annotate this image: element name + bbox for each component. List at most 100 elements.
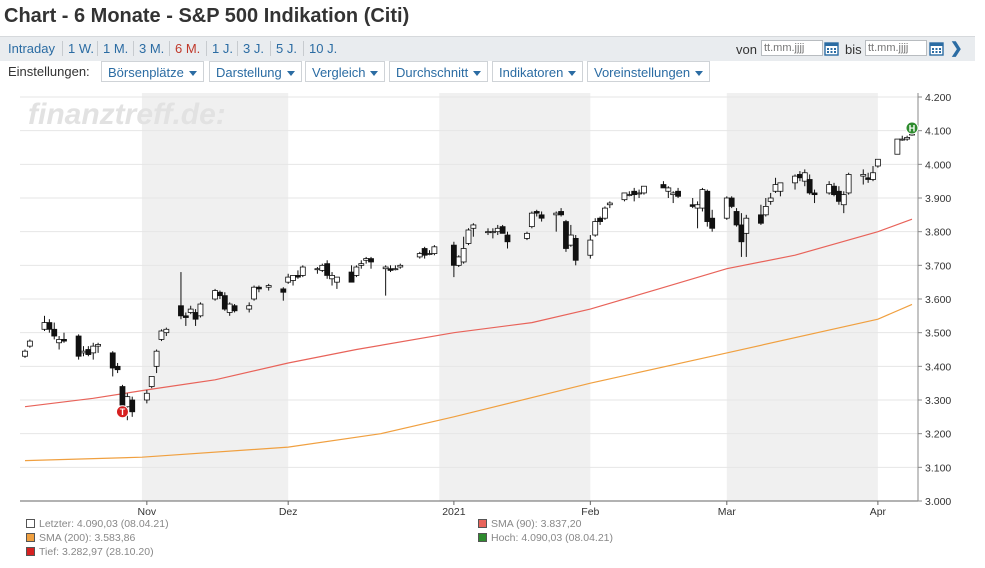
- candle-body: [621, 192, 628, 201]
- candle-body: [870, 172, 876, 180]
- time-range-bar: Intraday 1 W. 1 M. 3 M. 6 M. 1 J. 3 J. 5…: [0, 36, 975, 62]
- candle-body: [762, 206, 769, 216]
- menu-darstellung[interactable]: Darstellung: [209, 61, 302, 82]
- x-tick-label: Feb: [581, 506, 599, 518]
- candle-body: [75, 335, 82, 357]
- candle-body: [528, 212, 535, 228]
- range-1m-button[interactable]: 1 M.: [97, 41, 128, 56]
- legend-swatch: [26, 518, 35, 528]
- candle-body: [329, 275, 335, 280]
- legend-sma90: SMA (90): 3.837,20: [478, 518, 581, 530]
- candle-body: [358, 263, 365, 266]
- caret-down-icon: [188, 71, 197, 77]
- legend-text: Tief: 3.282,97 (28.10.20): [39, 546, 154, 558]
- candle-body: [636, 192, 642, 195]
- candle-body: [46, 322, 53, 330]
- candle-body: [421, 248, 428, 256]
- caret-down-icon: [370, 71, 379, 77]
- candle-body: [114, 365, 121, 371]
- candle-body: [41, 322, 48, 330]
- price-chart[interactable]: finanztreff.de: Nov Dez 2021 Feb Mar Apr 3.00…: [0, 88, 975, 518]
- range-3j-button[interactable]: 3 J.: [237, 41, 264, 56]
- page-title: Chart - 6 Monate - S&P 500 Indikation (C…: [4, 5, 410, 27]
- legend-swatch: [478, 532, 487, 542]
- y-tick-label: 3.500: [925, 328, 951, 340]
- legend-high: Hoch: 4.090,03 (08.04.21): [478, 532, 613, 544]
- range-1j-button[interactable]: 1 J.: [206, 41, 233, 56]
- range-3m-button[interactable]: 3 M.: [133, 41, 164, 56]
- candle-body: [231, 305, 238, 312]
- candle-body: [392, 268, 399, 271]
- candle-body: [572, 237, 579, 261]
- candle-body: [158, 330, 165, 340]
- low-marker: [115, 405, 129, 419]
- candle-body: [777, 182, 784, 192]
- range-intraday-button[interactable]: Intraday: [8, 41, 55, 56]
- settings-bar: Einstellungen: Börsenplätze Darstellung …: [0, 61, 975, 83]
- candle-body: [504, 234, 511, 243]
- menu-durchschnitt[interactable]: Durchschnitt: [389, 61, 489, 82]
- range-10j-button[interactable]: 10 J.: [303, 41, 337, 56]
- menu-label: Darstellung: [216, 65, 282, 80]
- date-to-input[interactable]: [865, 40, 927, 56]
- candle-body: [285, 276, 292, 283]
- chevron-right-icon[interactable]: ❯: [950, 40, 963, 57]
- y-tick-label: 3.200: [925, 429, 951, 441]
- menu-vergleich[interactable]: Vergleich: [305, 61, 386, 82]
- candle-body: [567, 234, 574, 246]
- month-band: [439, 93, 591, 501]
- candle-body: [675, 190, 681, 197]
- high-marker-label: H: [909, 124, 916, 134]
- range-5j-button[interactable]: 5 J.: [270, 41, 297, 56]
- menu-voreinstellungen[interactable]: Voreinstellungen: [587, 61, 711, 82]
- candle-body: [51, 328, 58, 337]
- legend-text: Hoch: 4.090,03 (08.04.21): [491, 532, 614, 544]
- candle-body: [119, 386, 126, 406]
- y-tick-label: 4.200: [925, 92, 951, 104]
- candle-body: [431, 246, 438, 254]
- candle-body: [163, 328, 170, 334]
- menu-boersenplaetze[interactable]: Börsenplätze: [101, 61, 204, 82]
- range-6m-button[interactable]: 6 M.: [169, 41, 200, 56]
- menu-label: Voreinstellungen: [594, 65, 691, 80]
- calendar-icon[interactable]: [824, 41, 839, 56]
- candle-body: [265, 285, 272, 288]
- candle-body: [899, 138, 906, 141]
- candle-body: [450, 244, 457, 266]
- x-tick-label: 2021: [442, 506, 466, 518]
- candle-body: [280, 288, 287, 293]
- caret-down-icon: [286, 71, 295, 77]
- candle-body: [256, 286, 262, 290]
- candle-body: [835, 190, 842, 202]
- candle-body: [558, 211, 564, 216]
- candle-body: [738, 224, 745, 243]
- menu-indikatoren[interactable]: Indikatoren: [492, 61, 584, 82]
- y-tick-label: 4.000: [925, 159, 951, 171]
- date-from-input[interactable]: [761, 40, 823, 56]
- candle-body: [806, 179, 813, 194]
- date-from-label: von: [736, 42, 757, 57]
- candle-body: [178, 305, 184, 317]
- candle-body: [670, 192, 677, 196]
- candle-body: [182, 315, 189, 318]
- candle-body: [109, 352, 116, 369]
- candle-body: [894, 138, 901, 155]
- legend-last: Letzter: 4.090,03 (08.04.21): [26, 518, 169, 530]
- range-1w-button[interactable]: 1 W.: [62, 41, 94, 56]
- candle-body: [221, 295, 228, 310]
- candle-body: [694, 204, 701, 209]
- candle-body: [772, 184, 779, 192]
- candle-body: [426, 253, 433, 255]
- candle-body: [709, 217, 716, 229]
- y-tick-label: 3.700: [925, 260, 951, 272]
- candle-body: [192, 312, 199, 320]
- sma200-line: [24, 303, 913, 462]
- candle-body: [148, 376, 155, 387]
- candle-body: [758, 214, 764, 224]
- calendar-icon[interactable]: [929, 41, 944, 56]
- candle-body: [226, 303, 233, 313]
- legend-low: Tief: 3.282,97 (28.10.20): [26, 546, 154, 558]
- candle-body: [660, 184, 667, 189]
- candle-body: [743, 217, 750, 234]
- candle-body: [860, 174, 867, 177]
